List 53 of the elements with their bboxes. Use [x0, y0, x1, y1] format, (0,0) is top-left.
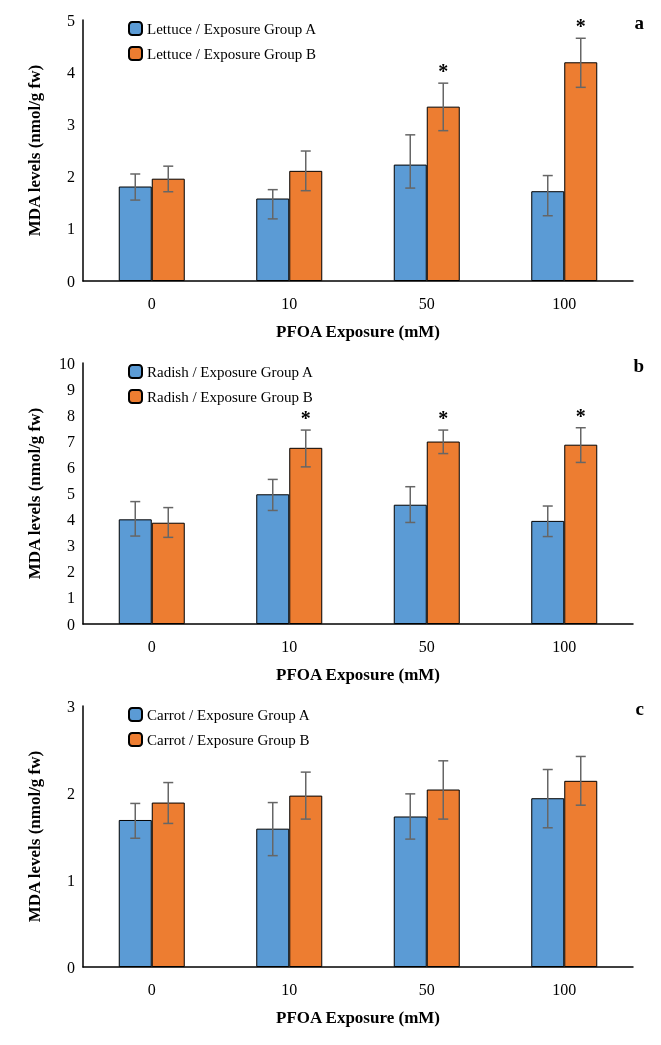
y-tick-label: 10 [59, 354, 75, 372]
y-tick-label: 8 [67, 406, 75, 424]
legend-label: Radish / Exposure Group A [147, 363, 313, 380]
legend-label: Lettuce / Exposure Group A [147, 20, 317, 37]
annotation: * [438, 407, 449, 430]
annotation: * [438, 60, 449, 83]
x-tick-label: 100 [552, 294, 577, 312]
chart-title: c [635, 698, 644, 719]
y-axis-title: MDA levels (nmol/g fw) [25, 407, 44, 580]
x-tick-label: 50 [418, 294, 435, 312]
y-tick-label: 3 [67, 697, 75, 715]
y-tick-label: 2 [67, 168, 75, 186]
x-tick-label: 0 [147, 980, 156, 998]
y-tick-label: 1 [67, 871, 75, 889]
y-tick-label: 9 [67, 380, 75, 398]
y-axis-title: MDA levels (nmol/g fw) [25, 750, 44, 923]
x-axis-title: PFOA Exposure (mM) [275, 665, 441, 684]
x-tick-label: 100 [552, 637, 577, 655]
legend-label: Lettuce / Exposure Group B [147, 45, 317, 62]
y-tick-label: 3 [67, 537, 75, 555]
y-tick-label: 1 [67, 589, 75, 607]
y-axis-title: MDA levels (nmol/g fw) [25, 64, 44, 237]
x-tick-label: 50 [418, 980, 435, 998]
x-tick-label: 10 [281, 637, 298, 655]
y-tick-label: 4 [67, 63, 75, 81]
y-tick-label: 7 [67, 432, 75, 450]
x-tick-label: 0 [147, 294, 156, 312]
y-tick-label: 0 [67, 958, 75, 976]
x-tick-label: 50 [418, 637, 435, 655]
y-tick-label: 5 [67, 485, 75, 502]
x-tick-label: 100 [552, 980, 577, 998]
y-tick-label: 0 [67, 272, 75, 290]
annotation: * [575, 15, 586, 38]
annotation: * [575, 404, 586, 427]
legend-label: Carrot / Exposure Group B [147, 731, 310, 748]
chart-title: b [633, 355, 645, 376]
y-tick-label: 0 [67, 615, 75, 633]
x-tick-label: 10 [281, 294, 298, 312]
y-tick-label: 2 [67, 563, 75, 581]
x-tick-label: 0 [147, 637, 156, 655]
y-tick-label: 3 [67, 115, 75, 133]
chart-title: a [634, 12, 645, 33]
legend-label: Radish / Exposure Group B [147, 388, 313, 405]
y-tick-label: 4 [67, 511, 75, 529]
y-tick-label: 2 [67, 784, 75, 802]
x-tick-label: 10 [281, 980, 298, 998]
x-axis-title: PFOA Exposure (mM) [275, 1008, 441, 1027]
annotation: * [300, 407, 311, 430]
y-tick-label: 6 [67, 458, 75, 476]
x-axis-title: PFOA Exposure (mM) [275, 322, 441, 341]
legend-label: Carrot / Exposure Group A [147, 706, 310, 723]
y-tick-label: 1 [67, 220, 75, 238]
y-tick-label: 5 [67, 11, 75, 29]
